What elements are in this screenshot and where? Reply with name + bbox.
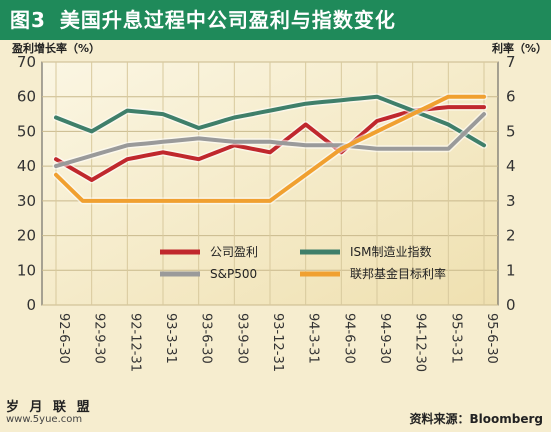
x-tick-label: 94-9-30 — [377, 313, 392, 364]
y-right-tick-label: 5 — [506, 122, 516, 140]
legend-label: 联邦基金目标利率 — [350, 266, 446, 281]
y-right-ticks: 7 6 5 4 3 2 1 0 — [506, 53, 516, 314]
grid — [42, 61, 498, 306]
chart-title: 美国升息过程中公司盈利与指数变化 — [59, 8, 396, 32]
legend-label: 公司盈利 — [210, 245, 258, 259]
x-tick-label: 93-12-31 — [270, 313, 285, 372]
figure-label: 图3 — [10, 8, 46, 32]
x-tick-label: 95-3-31 — [448, 313, 463, 364]
y-left-tick-label: 60 — [17, 88, 36, 106]
y-left-ticks: 70 60 50 40 30 20 10 0 — [17, 53, 36, 314]
source-label: 资料来源： — [409, 412, 470, 426]
y-right-tick-label: 2 — [506, 227, 516, 245]
series-line-3 — [54, 112, 486, 169]
y-left-tick-label: 10 — [17, 261, 36, 279]
y-right-tick-label: 3 — [506, 192, 516, 210]
x-tick-label: 94-6-30 — [341, 313, 356, 364]
y-left-tick-label: 40 — [17, 157, 36, 175]
x-ticks: 92-6-30 92-9-30 92-12-31 93-3-31 93-6-30 93-9… — [56, 313, 499, 372]
y-right-axis-label: 利率（%） — [492, 41, 547, 55]
x-tick-label: 94-3-31 — [306, 313, 321, 364]
watermark-text: 岁 月 联 盟 — [6, 400, 93, 415]
series-lines — [52, 93, 488, 205]
series-line-4 — [54, 94, 486, 203]
y-right-tick-label: 4 — [506, 157, 516, 175]
chart-title-bar: 图3 美国升息过程中公司盈利与指数变化 — [0, 0, 551, 40]
y-left-axis-label: 盈利增长率（%） — [11, 41, 100, 55]
source-note: 资料来源：Bloomberg — [409, 410, 543, 427]
y-left-tick-label: 20 — [17, 227, 36, 245]
y-left-tick-label: 0 — [26, 296, 36, 314]
y-right-tick-label: 0 — [506, 296, 516, 314]
y-left-tick-label: 30 — [17, 192, 36, 210]
y-right-tick-label: 6 — [506, 88, 516, 106]
y-right-tick-label: 7 — [506, 53, 516, 71]
x-tick-label: 92-9-30 — [92, 313, 107, 364]
legend: 公司盈利 ISM制造业指数 S&P500 联邦基金目标利率 — [160, 244, 446, 281]
watermark-url: www.5yue.com — [6, 414, 83, 425]
legend-label: ISM制造业指数 — [350, 244, 432, 259]
x-tick-label: 93-6-30 — [199, 313, 214, 364]
x-tick-label: 92-6-30 — [56, 313, 71, 364]
x-tick-label: 94-12-30 — [413, 313, 428, 372]
x-tick-label: 92-12-31 — [127, 313, 142, 372]
y-left-tick-label: 50 — [17, 122, 36, 140]
x-tick-label: 93-9-30 — [234, 313, 249, 364]
y-right-tick-label: 1 — [506, 261, 516, 279]
legend-label: S&P500 — [210, 267, 257, 281]
y-left-tick-label: 70 — [17, 53, 36, 71]
source-name: Bloomberg — [469, 412, 544, 426]
x-tick-label: 93-3-31 — [163, 313, 178, 364]
x-tick-label: 95-6-30 — [484, 313, 499, 364]
